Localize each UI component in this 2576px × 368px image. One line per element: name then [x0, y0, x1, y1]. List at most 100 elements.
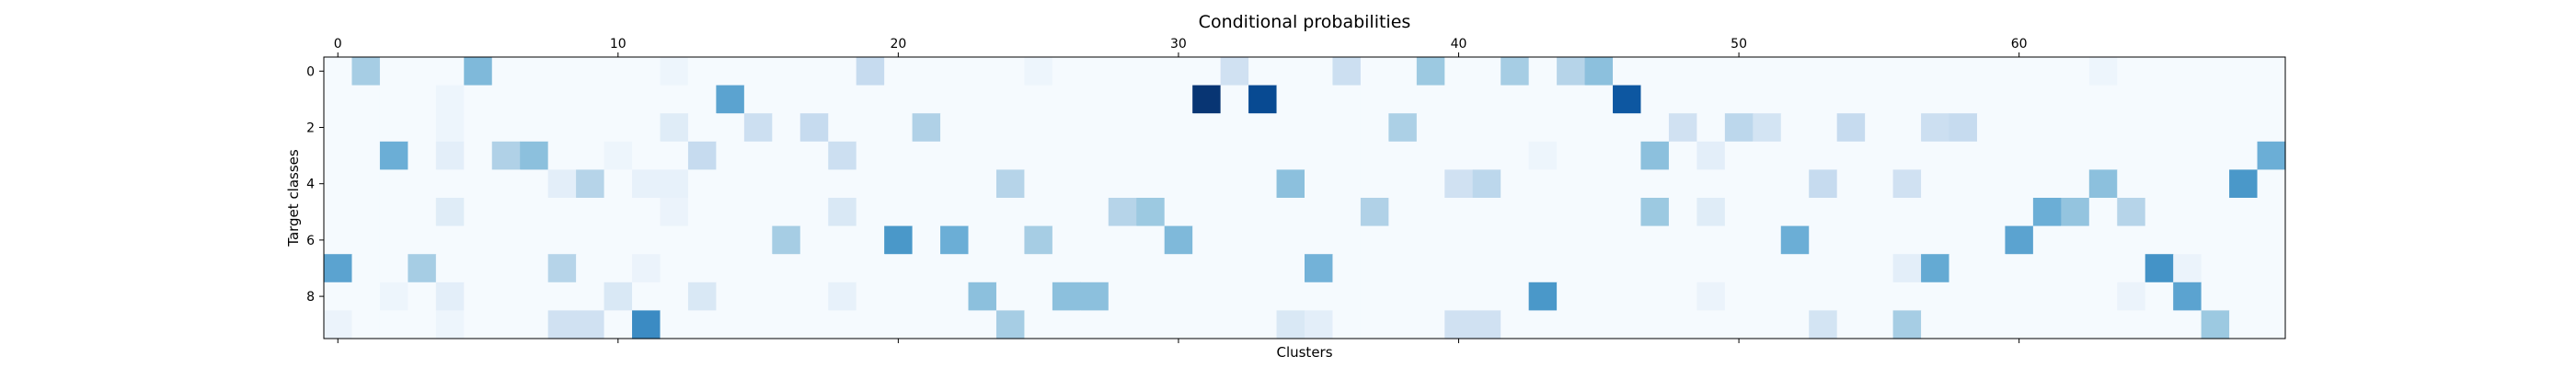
heatmap-cell-r8-c18: [828, 282, 857, 311]
heatmap-cell-r5-c41: [1472, 198, 1501, 227]
heatmap-cell-r5-c24: [995, 198, 1026, 227]
heatmap-cell-r5-c42: [1501, 198, 1530, 227]
heatmap-cell-r8-c48: [1668, 282, 1697, 311]
heatmap-cell-r3-c16: [772, 141, 801, 170]
heatmap-cell-r8-c27: [1080, 282, 1110, 311]
heatmap-cell-r4-c28: [1108, 169, 1137, 199]
heatmap-cell-r8-c31: [1192, 282, 1222, 311]
heatmap-cell-r8-c28: [1108, 282, 1137, 311]
heatmap-cell-r7-c1: [351, 254, 381, 283]
heatmap-cell-r9-c59: [1976, 310, 2007, 339]
heatmap-cell-r9-c36: [1332, 310, 1362, 339]
x-tick-label-10: 10: [610, 37, 627, 52]
heatmap-cell-r4-c10: [604, 169, 633, 199]
heatmap-cell-r2-c62: [2061, 113, 2090, 143]
heatmap-cell-r6-c65: [2145, 225, 2174, 255]
heatmap-cell-r3-c42: [1501, 141, 1530, 170]
heatmap-cell-r8-c53: [1809, 282, 1838, 311]
heatmap-cell-r9-c46: [1613, 310, 1642, 339]
heatmap-cell-r7-c50: [1724, 254, 1754, 283]
heatmap-cell-r9-c22: [940, 310, 970, 339]
heatmap-cell-r5-c15: [743, 198, 773, 227]
heatmap-cell-r8-c61: [2032, 282, 2062, 311]
heatmap-cell-r7-c2: [379, 254, 408, 283]
heatmap-cell-r8-c23: [968, 282, 997, 311]
heatmap-cell-r8-c34: [1276, 282, 1305, 311]
heatmap-cell-r7-c26: [1052, 254, 1081, 283]
heatmap-cell-r9-c28: [1108, 310, 1137, 339]
heatmap-cell-r6-c17: [799, 225, 829, 255]
heatmap-cell-r4-c27: [1080, 169, 1110, 199]
heatmap-cell-r1-c53: [1809, 85, 1838, 114]
heatmap-cell-r7-c59: [1976, 254, 2007, 283]
heatmap-cell-r4-c12: [660, 169, 689, 199]
heatmap-cell-r5-c4: [435, 198, 465, 227]
heatmap-cell-r7-c35: [1305, 254, 1334, 283]
heatmap-cell-r0-c8: [547, 57, 577, 86]
heatmap-cell-r2-c25: [1024, 113, 1053, 143]
heatmap-cell-r9-c49: [1696, 310, 1726, 339]
heatmap-cell-r1-c22: [940, 85, 970, 114]
heatmap-cell-r7-c22: [940, 254, 970, 283]
heatmap-cell-r5-c30: [1164, 198, 1193, 227]
heatmap-cell-r1-c36: [1332, 85, 1362, 114]
heatmap-cell-r0-c57: [1921, 57, 1950, 86]
heatmap-cell-r4-c57: [1921, 169, 1950, 199]
heatmap-cell-r4-c11: [632, 169, 661, 199]
heatmap-cell-r0-c39: [1416, 57, 1445, 86]
heatmap-cell-r2-c23: [968, 113, 997, 143]
heatmap-cell-r0-c30: [1164, 57, 1193, 86]
heatmap-cell-r3-c68: [2229, 141, 2259, 170]
heatmap-cell-r8-c60: [2005, 282, 2034, 311]
heatmap-cell-r8-c8: [547, 282, 577, 311]
heatmap-cell-r6-c51: [1753, 225, 1782, 255]
heatmap-cell-r0-c4: [435, 57, 465, 86]
heatmap-cell-r0-c13: [687, 57, 717, 86]
heatmap-cell-r6-c55: [1865, 225, 1894, 255]
heatmap-cell-r4-c44: [1557, 169, 1586, 199]
heatmap-cell-r6-c38: [1388, 225, 1418, 255]
heatmap-cell-r1-c50: [1724, 85, 1754, 114]
heatmap-cell-r3-c26: [1052, 141, 1081, 170]
heatmap-cell-r4-c60: [2005, 169, 2034, 199]
heatmap-cell-r2-c16: [772, 113, 801, 143]
heatmap-cell-r7-c45: [1584, 254, 1614, 283]
heatmap-cell-r1-c1: [351, 85, 381, 114]
heatmap-cell-r9-c53: [1809, 310, 1838, 339]
heatmap-cell-r1-c21: [912, 85, 941, 114]
heatmap-cell-r8-c17: [799, 282, 829, 311]
heatmap-cell-r6-c47: [1640, 225, 1670, 255]
heatmap-cell-r0-c54: [1836, 57, 1866, 86]
heatmap-cell-r1-c7: [520, 85, 549, 114]
heatmap-cell-r4-c5: [464, 169, 493, 199]
heatmap-cell-r0-c1: [351, 57, 381, 86]
heatmap-cell-r2-c40: [1444, 113, 1474, 143]
heatmap-cell-r8-c62: [2061, 282, 2090, 311]
heatmap-cell-r4-c2: [379, 169, 408, 199]
heatmap-cell-r0-c40: [1444, 57, 1474, 86]
heatmap-cell-r9-c21: [912, 310, 941, 339]
heatmap-cell-r6-c34: [1276, 225, 1305, 255]
heatmap-cell-r4-c23: [968, 169, 997, 199]
heatmap-cell-r7-c65: [2145, 254, 2174, 283]
heatmap-cell-r1-c37: [1360, 85, 1389, 114]
heatmap-cell-r3-c0: [324, 141, 353, 170]
x-axis-ticks: 0 10 20 30 40 50 60: [334, 37, 2028, 343]
heatmap-cell-r3-c32: [1220, 141, 1249, 170]
heatmap-cell-r7-c28: [1108, 254, 1137, 283]
heatmap-cell-r4-c46: [1613, 169, 1642, 199]
heatmap-cell-r6-c28: [1108, 225, 1137, 255]
heatmap-cell-r6-c46: [1613, 225, 1642, 255]
heatmap-cell-r4-c67: [2201, 169, 2230, 199]
heatmap-cell-r2-c10: [604, 113, 633, 143]
heatmap-cell-r7-c48: [1668, 254, 1697, 283]
heatmap-cell-r0-c52: [1780, 57, 1810, 86]
heatmap-cell-r1-c20: [884, 85, 914, 114]
heatmap-cell-r0-c33: [1248, 57, 1278, 86]
heatmap-cell-r2-c54: [1836, 113, 1866, 143]
heatmap-cell-r5-c6: [491, 198, 521, 227]
heatmap-cell-r2-c34: [1276, 113, 1305, 143]
heatmap-cell-r8-c10: [604, 282, 633, 311]
heatmap-cell-r6-c39: [1416, 225, 1445, 255]
